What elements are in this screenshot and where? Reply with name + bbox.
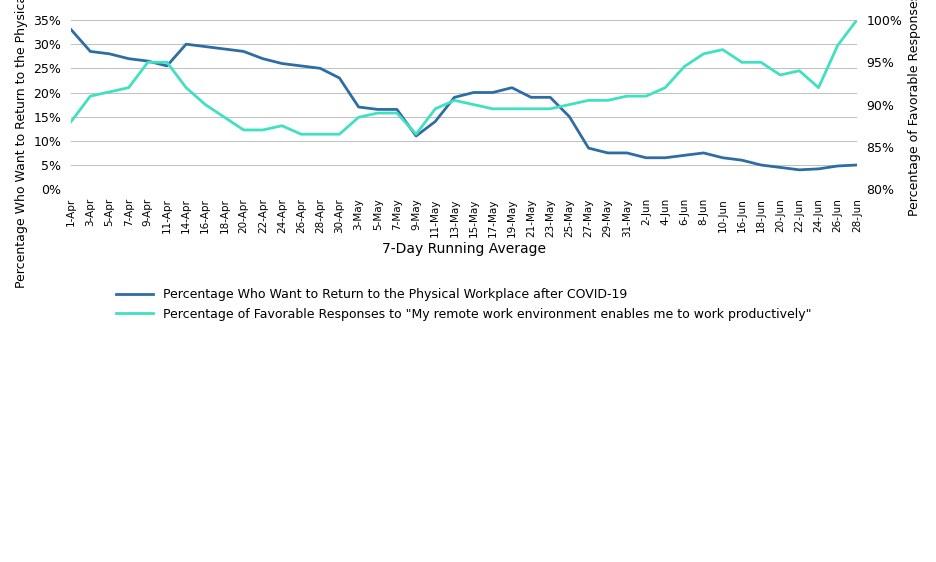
Percentage Who Want to Return to the Physical Workplace after COVID-19 xyxy=(314,65,326,72)
Percentage Who Want to Return to the Physical Workplace after COVID-19 xyxy=(219,46,230,52)
Percentage Who Want to Return to the Physical Workplace after COVID-19 xyxy=(391,106,402,113)
Percentage Who Want to Return to the Physical Workplace after COVID-19 xyxy=(353,103,364,110)
Percentage of Favorable Responses to "My remote work environment enables me to work productively" xyxy=(276,123,287,129)
Percentage of Favorable Responses to "My remote work environment enables me to work productively" xyxy=(812,84,824,91)
Percentage Who Want to Return to the Physical Workplace after COVID-19 xyxy=(66,26,77,33)
Percentage Who Want to Return to the Physical Workplace after COVID-19 xyxy=(199,43,211,50)
Percentage Who Want to Return to the Physical Workplace after COVID-19 xyxy=(812,165,824,172)
Legend: Percentage Who Want to Return to the Physical Workplace after COVID-19, Percenta: Percentage Who Want to Return to the Phy… xyxy=(111,283,817,325)
Percentage of Favorable Responses to "My remote work environment enables me to work productively" xyxy=(314,131,326,138)
Percentage of Favorable Responses to "My remote work environment enables me to work productively" xyxy=(219,114,230,121)
Percentage Who Want to Return to the Physical Workplace after COVID-19 xyxy=(84,48,95,55)
Line: Percentage of Favorable Responses to "My remote work environment enables me to work productively": Percentage of Favorable Responses to "My… xyxy=(71,20,856,134)
Percentage of Favorable Responses to "My remote work environment enables me to work productively" xyxy=(238,126,249,133)
Percentage Who Want to Return to the Physical Workplace after COVID-19 xyxy=(411,133,422,139)
Percentage Who Want to Return to the Physical Workplace after COVID-19 xyxy=(506,84,518,91)
Percentage Who Want to Return to the Physical Workplace after COVID-19 xyxy=(679,152,690,158)
Percentage of Favorable Responses to "My remote work environment enables me to work productively" xyxy=(679,63,690,70)
Percentage Who Want to Return to the Physical Workplace after COVID-19 xyxy=(794,166,805,173)
Percentage Who Want to Return to the Physical Workplace after COVID-19 xyxy=(142,58,154,65)
Percentage of Favorable Responses to "My remote work environment enables me to work productively" xyxy=(104,89,115,96)
Percentage Who Want to Return to the Physical Workplace after COVID-19 xyxy=(430,118,441,125)
Percentage of Favorable Responses to "My remote work environment enables me to work productively" xyxy=(142,59,154,66)
Percentage of Favorable Responses to "My remote work environment enables me to work productively" xyxy=(181,84,192,91)
Percentage of Favorable Responses to "My remote work environment enables me to work productively" xyxy=(411,131,422,138)
Percentage of Favorable Responses to "My remote work environment enables me to work productively" xyxy=(373,110,384,116)
Percentage of Favorable Responses to "My remote work environment enables me to work productively" xyxy=(698,51,709,57)
Y-axis label: Percentage Who Want to Return to the Physical Workplace: Percentage Who Want to Return to the Phy… xyxy=(15,0,28,288)
Percentage of Favorable Responses to "My remote work environment enables me to work productively" xyxy=(487,106,498,112)
Percentage of Favorable Responses to "My remote work environment enables me to work productively" xyxy=(525,106,536,112)
Percentage Who Want to Return to the Physical Workplace after COVID-19 xyxy=(698,149,709,156)
Percentage Who Want to Return to the Physical Workplace after COVID-19 xyxy=(583,145,594,152)
Percentage Who Want to Return to the Physical Workplace after COVID-19 xyxy=(334,75,345,81)
Percentage of Favorable Responses to "My remote work environment enables me to work productively" xyxy=(353,114,364,121)
Percentage Who Want to Return to the Physical Workplace after COVID-19 xyxy=(622,149,633,156)
Percentage Who Want to Return to the Physical Workplace after COVID-19 xyxy=(717,155,728,161)
Percentage of Favorable Responses to "My remote work environment enables me to work productively" xyxy=(391,110,402,116)
Percentage Who Want to Return to the Physical Workplace after COVID-19 xyxy=(525,94,536,101)
Percentage Who Want to Return to the Physical Workplace after COVID-19 xyxy=(545,94,556,101)
Percentage Who Want to Return to the Physical Workplace after COVID-19 xyxy=(238,48,249,55)
X-axis label: 7-Day Running Average: 7-Day Running Average xyxy=(382,242,546,256)
Percentage of Favorable Responses to "My remote work environment enables me to work productively" xyxy=(622,93,633,99)
Percentage of Favorable Responses to "My remote work environment enables me to work productively" xyxy=(84,93,95,99)
Percentage of Favorable Responses to "My remote work environment enables me to work productively" xyxy=(296,131,307,138)
Percentage of Favorable Responses to "My remote work environment enables me to work productively" xyxy=(851,17,862,24)
Percentage of Favorable Responses to "My remote work environment enables me to work productively" xyxy=(755,59,767,66)
Percentage of Favorable Responses to "My remote work environment enables me to work productively" xyxy=(583,97,594,104)
Percentage Who Want to Return to the Physical Workplace after COVID-19 xyxy=(487,89,498,96)
Percentage of Favorable Responses to "My remote work environment enables me to work productively" xyxy=(66,118,77,125)
Y-axis label: Percentage of Favorable Responses: Percentage of Favorable Responses xyxy=(908,0,921,216)
Percentage Who Want to Return to the Physical Workplace after COVID-19 xyxy=(373,106,384,113)
Percentage of Favorable Responses to "My remote work environment enables me to work productively" xyxy=(334,131,345,138)
Percentage Who Want to Return to the Physical Workplace after COVID-19 xyxy=(602,149,613,156)
Percentage of Favorable Responses to "My remote work environment enables me to work productively" xyxy=(468,101,479,108)
Percentage of Favorable Responses to "My remote work environment enables me to work productively" xyxy=(161,59,172,66)
Percentage of Favorable Responses to "My remote work environment enables me to work productively" xyxy=(257,126,269,133)
Percentage of Favorable Responses to "My remote work environment enables me to work productively" xyxy=(506,106,518,112)
Percentage of Favorable Responses to "My remote work environment enables me to work productively" xyxy=(737,59,748,66)
Percentage Who Want to Return to the Physical Workplace after COVID-19 xyxy=(563,114,575,120)
Percentage Who Want to Return to the Physical Workplace after COVID-19 xyxy=(755,162,767,169)
Percentage Who Want to Return to the Physical Workplace after COVID-19 xyxy=(104,51,115,57)
Line: Percentage Who Want to Return to the Physical Workplace after COVID-19: Percentage Who Want to Return to the Phy… xyxy=(71,30,856,170)
Percentage of Favorable Responses to "My remote work environment enables me to work productively" xyxy=(640,93,651,99)
Percentage Who Want to Return to the Physical Workplace after COVID-19 xyxy=(851,162,862,169)
Percentage Who Want to Return to the Physical Workplace after COVID-19 xyxy=(123,55,134,62)
Percentage Who Want to Return to the Physical Workplace after COVID-19 xyxy=(832,162,843,169)
Percentage of Favorable Responses to "My remote work environment enables me to work productively" xyxy=(563,101,575,108)
Percentage Who Want to Return to the Physical Workplace after COVID-19 xyxy=(161,62,172,69)
Percentage of Favorable Responses to "My remote work environment enables me to work productively" xyxy=(448,97,460,104)
Percentage of Favorable Responses to "My remote work environment enables me to work productively" xyxy=(602,97,613,104)
Percentage of Favorable Responses to "My remote work environment enables me to work productively" xyxy=(430,106,441,112)
Percentage Who Want to Return to the Physical Workplace after COVID-19 xyxy=(660,155,671,161)
Percentage Who Want to Return to the Physical Workplace after COVID-19 xyxy=(181,41,192,48)
Percentage Who Want to Return to the Physical Workplace after COVID-19 xyxy=(296,62,307,69)
Percentage Who Want to Return to the Physical Workplace after COVID-19 xyxy=(468,89,479,96)
Percentage of Favorable Responses to "My remote work environment enables me to work productively" xyxy=(545,106,556,112)
Percentage of Favorable Responses to "My remote work environment enables me to work productively" xyxy=(660,84,671,91)
Percentage of Favorable Responses to "My remote work environment enables me to work productively" xyxy=(794,67,805,74)
Percentage Who Want to Return to the Physical Workplace after COVID-19 xyxy=(640,155,651,161)
Percentage Who Want to Return to the Physical Workplace after COVID-19 xyxy=(276,60,287,67)
Percentage Who Want to Return to the Physical Workplace after COVID-19 xyxy=(737,157,748,164)
Percentage of Favorable Responses to "My remote work environment enables me to work productively" xyxy=(832,42,843,49)
Percentage of Favorable Responses to "My remote work environment enables me to work productively" xyxy=(123,84,134,91)
Percentage of Favorable Responses to "My remote work environment enables me to work productively" xyxy=(775,71,786,78)
Percentage of Favorable Responses to "My remote work environment enables me to work productively" xyxy=(199,101,211,108)
Percentage Who Want to Return to the Physical Workplace after COVID-19 xyxy=(257,55,269,62)
Percentage Who Want to Return to the Physical Workplace after COVID-19 xyxy=(448,94,460,101)
Percentage of Favorable Responses to "My remote work environment enables me to work productively" xyxy=(717,46,728,53)
Percentage Who Want to Return to the Physical Workplace after COVID-19 xyxy=(775,164,786,171)
